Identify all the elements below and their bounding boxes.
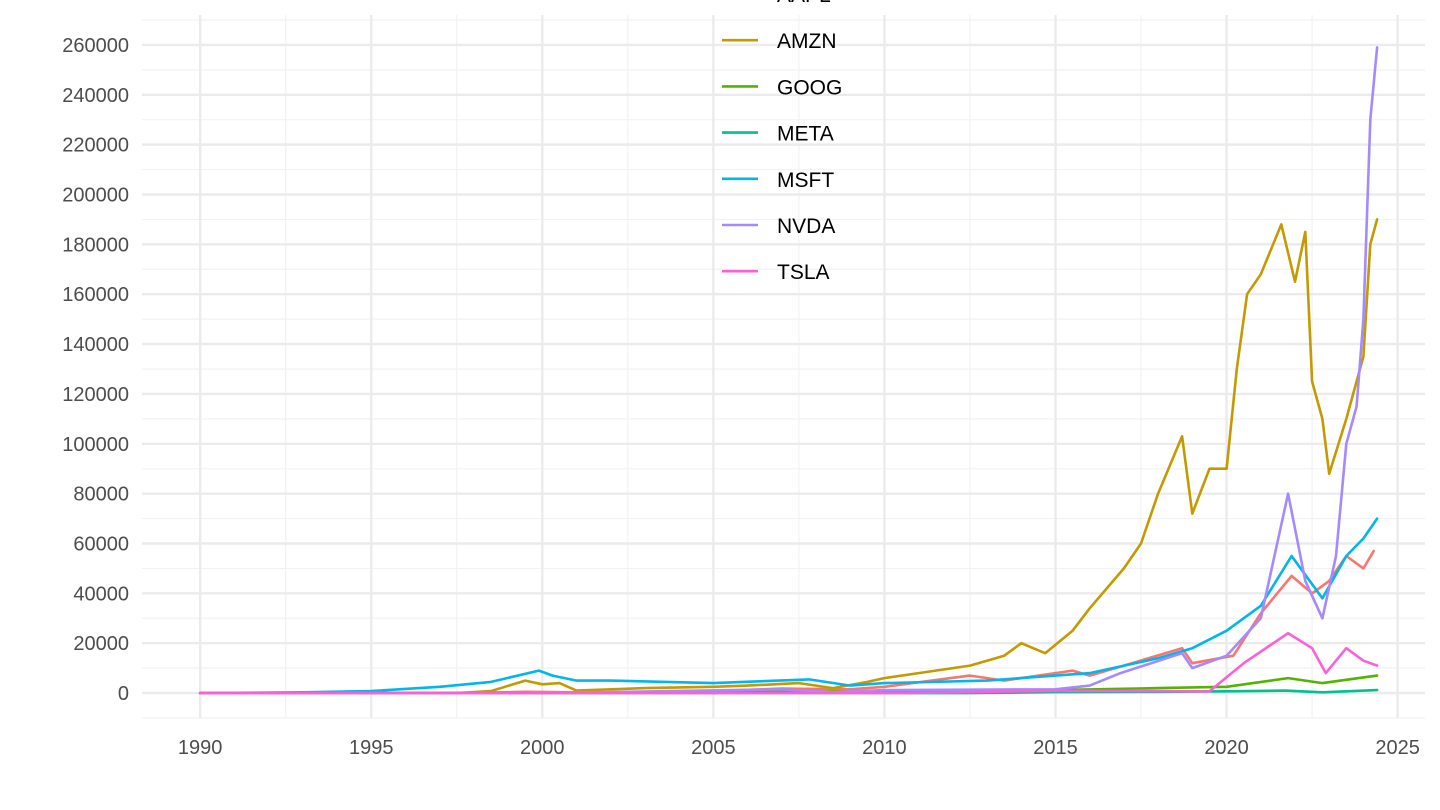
x-tick-label: 2005 bbox=[691, 737, 736, 759]
y-tick-label: 120000 bbox=[62, 384, 129, 406]
y-tick-label: 80000 bbox=[73, 484, 129, 506]
series-line-tsla bbox=[198, 631, 1379, 695]
legend-item-amzn: AMZN bbox=[722, 30, 837, 53]
legend-item-goog: GOOG bbox=[722, 76, 842, 99]
legend-label: NVDA bbox=[777, 215, 835, 238]
y-tick-label: 140000 bbox=[62, 334, 129, 356]
x-tick-label: 2015 bbox=[1033, 737, 1078, 759]
legend-item-aapl: AAPL bbox=[777, 0, 831, 7]
x-tick-label: 1995 bbox=[349, 737, 394, 759]
legend-label: TSLA bbox=[777, 261, 830, 284]
y-tick-label: 260000 bbox=[62, 35, 129, 57]
legend-label: GOOG bbox=[777, 76, 842, 99]
y-tick-label: 220000 bbox=[62, 135, 129, 157]
series-line-msft bbox=[198, 517, 1379, 695]
y-tick-label: 60000 bbox=[73, 533, 129, 555]
y-tick-label: 160000 bbox=[62, 284, 129, 306]
y-axis-tick-labels: 0 20000 40000 60000 80000 100000 120000 140000 1… bbox=[62, 35, 129, 705]
x-tick-label: 2010 bbox=[862, 737, 907, 759]
legend: AAPL AMZN GOOG META MSFT NVDA TSLA bbox=[722, 0, 842, 284]
minor-gridlines bbox=[142, 15, 1425, 719]
x-tick-label: 1990 bbox=[178, 737, 223, 759]
series-line-nvda bbox=[198, 46, 1379, 695]
major-gridlines bbox=[142, 15, 1425, 718]
legend-label: AMZN bbox=[777, 30, 837, 53]
legend-item-nvda: NVDA bbox=[722, 215, 835, 238]
y-tick-label: 20000 bbox=[73, 633, 129, 655]
y-tick-label: 200000 bbox=[62, 184, 129, 206]
legend-label: META bbox=[777, 123, 834, 146]
y-tick-label: 40000 bbox=[73, 583, 129, 605]
y-tick-label: 240000 bbox=[62, 85, 129, 107]
x-axis-tick-labels: 1990 1995 2000 2005 2010 2015 2020 2025 bbox=[178, 737, 1420, 759]
legend-item-msft: MSFT bbox=[722, 169, 834, 192]
series-line-aapl bbox=[198, 549, 1375, 695]
x-tick-label: 2025 bbox=[1375, 737, 1420, 759]
legend-label: AAPL bbox=[777, 0, 831, 7]
y-tick-label: 180000 bbox=[62, 234, 129, 256]
x-tick-label: 2000 bbox=[520, 737, 565, 759]
series-lines bbox=[198, 46, 1379, 695]
y-tick-label: 0 bbox=[118, 683, 129, 705]
legend-label: MSFT bbox=[777, 169, 834, 192]
x-tick-label: 2020 bbox=[1204, 737, 1249, 759]
legend-item-tsla: TSLA bbox=[722, 261, 830, 284]
series-line-amzn bbox=[198, 218, 1379, 695]
y-tick-label: 100000 bbox=[62, 434, 129, 456]
legend-item-meta: META bbox=[722, 123, 834, 146]
